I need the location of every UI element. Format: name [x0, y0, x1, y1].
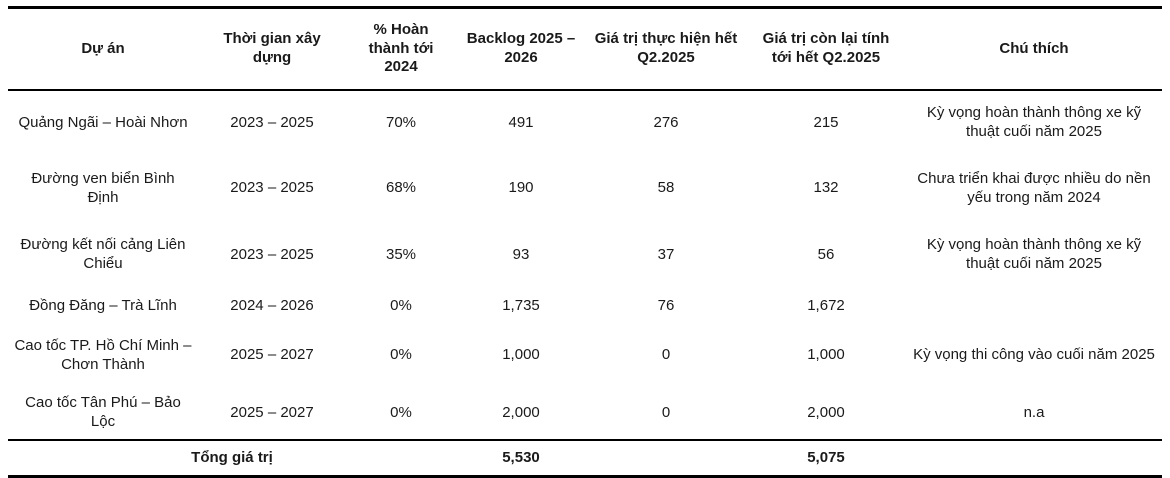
- cell-pct-complete: 35%: [385, 245, 417, 263]
- cell-project: Đường ven biển Bình Định: [31, 169, 175, 206]
- total-backlog: 5,530: [502, 448, 540, 466]
- col-header-project: Dự án: [81, 39, 125, 57]
- col-header-backlog: Backlog 2025 – 2026: [466, 30, 576, 66]
- cell-remaining: 2,000: [807, 403, 845, 421]
- col-header-remaining: Giá trị còn lại tính tới hết Q2.2025: [762, 30, 890, 66]
- table-row: Cao tốc Tân Phú – Bảo Lộc 2025 – 2027 0%…: [8, 387, 1162, 440]
- cell-remaining: 132: [813, 179, 839, 197]
- cell-pct-complete: 68%: [385, 179, 417, 197]
- cell-remaining: 215: [813, 113, 839, 131]
- cell-note: Kỳ vọng hoàn thành thông xe kỹ thuật cuố…: [926, 104, 1142, 140]
- total-executed-empty: [586, 440, 746, 477]
- header-row: Dự án Thời gian xây dựng % Hoàn thành tớ…: [8, 8, 1162, 90]
- table-body: Quảng Ngãi – Hoài Nhơn 2023 – 2025 70% 4…: [8, 90, 1162, 440]
- table-row: Quảng Ngãi – Hoài Nhơn 2023 – 2025 70% 4…: [8, 90, 1162, 155]
- cell-note: Kỳ vọng hoàn thành thông xe kỹ thuật cuố…: [926, 236, 1142, 272]
- cell-remaining: 1,672: [807, 296, 845, 314]
- cell-backlog: 1,000: [502, 346, 540, 364]
- cell-backlog: 190: [508, 179, 534, 197]
- table-footer: Tổng giá trị 5,530 5,075: [8, 440, 1162, 477]
- cell-backlog: 491: [508, 113, 534, 131]
- table-header: Dự án Thời gian xây dựng % Hoàn thành tớ…: [8, 8, 1162, 90]
- table-row: Đường kết nối cảng Liên Chiểu 2023 – 202…: [8, 222, 1162, 288]
- cell-executed: 276: [653, 113, 679, 131]
- cell-note: n.a: [1023, 403, 1045, 421]
- cell-project: Cao tốc TP. Hồ Chí Minh – Chơn Thành: [14, 336, 192, 373]
- table-row: Đường ven biển Bình Định 2023 – 2025 68%…: [8, 155, 1162, 222]
- cell-pct-complete: 70%: [385, 113, 417, 131]
- col-header-period: Thời gian xây dựng: [223, 30, 321, 66]
- cell-period: 2023 – 2025: [230, 113, 314, 131]
- project-backlog-table: Dự án Thời gian xây dựng % Hoàn thành tớ…: [8, 6, 1162, 478]
- cell-remaining: 1,000: [807, 346, 845, 364]
- cell-project: Cao tốc Tân Phú – Bảo Lộc: [25, 394, 181, 430]
- cell-executed: 0: [661, 403, 671, 421]
- col-header-pct-complete: % Hoàn thành tới 2024: [368, 20, 434, 76]
- cell-project: Quảng Ngãi – Hoài Nhơn: [18, 113, 188, 131]
- cell-pct-complete: 0%: [390, 346, 412, 364]
- cell-note: [906, 288, 1162, 324]
- total-row: Tổng giá trị 5,530 5,075: [8, 440, 1162, 477]
- col-header-note: Chú thích: [999, 39, 1069, 57]
- table-row: Đồng Đăng – Trà Lĩnh 2024 – 2026 0% 1,73…: [8, 288, 1162, 324]
- total-note-empty: [906, 440, 1162, 477]
- cell-executed: 37: [657, 245, 675, 263]
- cell-executed: 0: [661, 346, 671, 364]
- cell-period: 2023 – 2025: [230, 245, 314, 263]
- cell-backlog: 1,735: [502, 296, 540, 314]
- cell-note: Kỳ vọng thi công vào cuối năm 2025: [913, 346, 1155, 364]
- cell-backlog: 93: [512, 245, 530, 263]
- cell-period: 2024 – 2026: [230, 296, 314, 314]
- cell-pct-complete: 0%: [390, 403, 412, 421]
- cell-period: 2025 – 2027: [230, 403, 314, 421]
- cell-remaining: 56: [817, 245, 835, 263]
- cell-executed: 76: [657, 296, 675, 314]
- report-table-page: Dự án Thời gian xây dựng % Hoàn thành tớ…: [8, 6, 1162, 477]
- col-header-executed: Giá trị thực hiện hết Q2.2025: [594, 30, 738, 66]
- table-row: Cao tốc TP. Hồ Chí Minh – Chơn Thành 202…: [8, 324, 1162, 387]
- total-label: Tổng giá trị: [191, 448, 273, 466]
- cell-note: Chưa triển khai được nhiều do nền yếu tr…: [917, 169, 1151, 206]
- cell-period: 2025 – 2027: [230, 346, 314, 364]
- cell-project: Đường kết nối cảng Liên Chiểu: [20, 236, 186, 272]
- cell-backlog: 2,000: [502, 403, 540, 421]
- cell-period: 2023 – 2025: [230, 179, 314, 197]
- cell-executed: 58: [657, 179, 675, 197]
- total-remaining: 5,075: [807, 448, 845, 466]
- cell-project: Đồng Đăng – Trà Lĩnh: [29, 296, 177, 314]
- cell-pct-complete: 0%: [390, 296, 412, 314]
